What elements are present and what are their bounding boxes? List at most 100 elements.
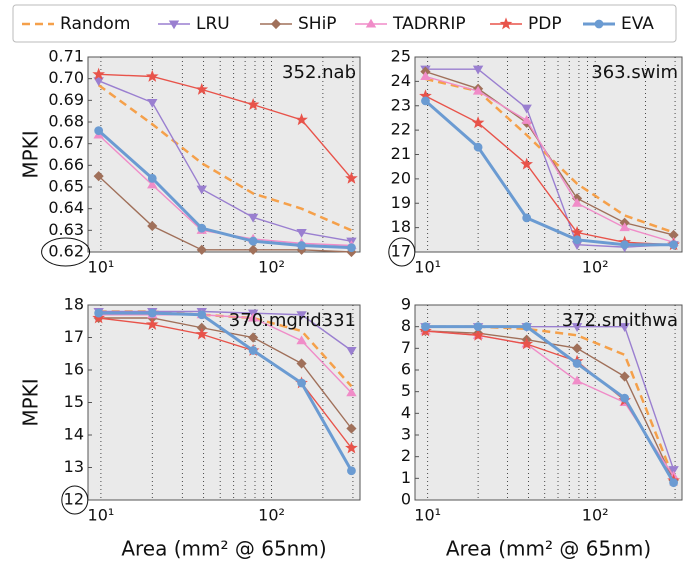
- marker: [570, 225, 584, 238]
- y-tick-label: 6: [401, 360, 411, 379]
- y-tick-label: 0.69: [48, 90, 84, 109]
- marker: [92, 67, 105, 80]
- marker: [94, 126, 104, 136]
- marker: [520, 157, 533, 170]
- chart-title: 352.nab: [282, 62, 356, 83]
- chart-title: 372.smithwa: [562, 310, 678, 331]
- y-tick-label: 24: [391, 71, 411, 90]
- series-line: [98, 175, 352, 253]
- y-tick-label: 23: [391, 95, 411, 114]
- legend-box: [12, 4, 677, 43]
- marker: [296, 311, 307, 321]
- y-tick-label: 7: [401, 338, 411, 357]
- marker: [473, 142, 483, 152]
- marker: [620, 240, 630, 250]
- x-tick-label: 10²: [582, 506, 609, 525]
- marker: [147, 173, 157, 183]
- marker: [247, 213, 259, 223]
- y-tick-label: 19: [391, 193, 411, 212]
- marker: [147, 179, 158, 189]
- marker: [668, 466, 679, 475]
- y-tick-label: 13: [64, 457, 84, 476]
- marker: [345, 441, 358, 454]
- marker: [297, 241, 306, 250]
- y-tick-label: 17: [64, 327, 84, 346]
- legend-label: TADRRIP: [392, 14, 466, 34]
- marker: [196, 185, 207, 195]
- y-tick-label: 0.68: [48, 112, 84, 131]
- marker: [472, 85, 484, 95]
- series-line: [425, 68, 674, 248]
- marker: [421, 322, 430, 332]
- marker: [620, 393, 630, 403]
- tick-highlight: [41, 237, 91, 267]
- marker: [471, 328, 485, 341]
- y-tick-label: 0: [401, 490, 411, 509]
- marker: [471, 116, 485, 129]
- marker: [345, 171, 358, 184]
- marker: [521, 104, 532, 114]
- y-tick-label: 0.67: [48, 133, 84, 152]
- plot-area: [87, 56, 361, 253]
- series-line: [98, 73, 352, 179]
- marker: [195, 327, 209, 340]
- marker: [145, 317, 159, 330]
- y-tick-label: 0.70: [48, 68, 84, 87]
- y-tick-label: 0.63: [48, 220, 84, 239]
- series-line: [98, 310, 352, 352]
- y-tick-label: 0.71: [48, 47, 84, 66]
- legend-label: LRU: [196, 14, 230, 34]
- x-tick-label: 10²: [582, 258, 609, 277]
- tick-highlight: [388, 237, 416, 267]
- marker: [270, 18, 282, 30]
- marker: [248, 244, 259, 255]
- marker: [147, 98, 158, 108]
- marker: [93, 171, 104, 182]
- marker: [571, 375, 583, 385]
- series-line: [98, 311, 353, 472]
- marker: [571, 197, 583, 207]
- y-tick-label: 15: [64, 392, 84, 411]
- series-line: [98, 80, 352, 242]
- y-tick-label: 3: [401, 425, 411, 444]
- marker: [246, 98, 260, 111]
- marker: [168, 20, 180, 30]
- series-line: [98, 314, 352, 394]
- marker: [93, 77, 104, 87]
- marker: [296, 228, 307, 238]
- y-tick-label: 22: [391, 120, 411, 139]
- marker: [669, 240, 678, 250]
- marker: [619, 323, 630, 332]
- marker: [346, 387, 357, 397]
- y-tick-label: 14: [64, 425, 84, 444]
- marker: [572, 343, 583, 354]
- marker: [145, 69, 159, 82]
- marker: [572, 359, 582, 368]
- y-tick-label: 4: [401, 403, 411, 422]
- series-line: [98, 317, 352, 449]
- marker: [421, 96, 430, 106]
- marker: [572, 235, 582, 245]
- marker: [197, 223, 207, 233]
- y-axis-label: MPKI: [19, 130, 43, 178]
- marker: [248, 346, 258, 355]
- legend-label: EVA: [621, 14, 654, 34]
- y-tick-label: 18: [64, 295, 84, 314]
- x-axis-label: Area (mm² @ 65nm): [121, 537, 326, 561]
- marker: [195, 82, 209, 95]
- marker: [248, 332, 259, 343]
- y-tick-label: 0.65: [48, 177, 84, 196]
- marker: [473, 322, 483, 332]
- marker: [420, 71, 431, 81]
- tick-highlight: [61, 485, 89, 515]
- marker: [520, 337, 533, 350]
- marker: [296, 358, 307, 369]
- chart-title: 370.mgrid331: [229, 310, 356, 331]
- x-tick-label: 10¹: [414, 258, 441, 277]
- x-tick-label: 10¹: [88, 506, 115, 525]
- marker: [347, 243, 356, 253]
- y-tick-label: 0.64: [48, 198, 84, 217]
- marker: [499, 17, 513, 30]
- marker: [521, 115, 532, 124]
